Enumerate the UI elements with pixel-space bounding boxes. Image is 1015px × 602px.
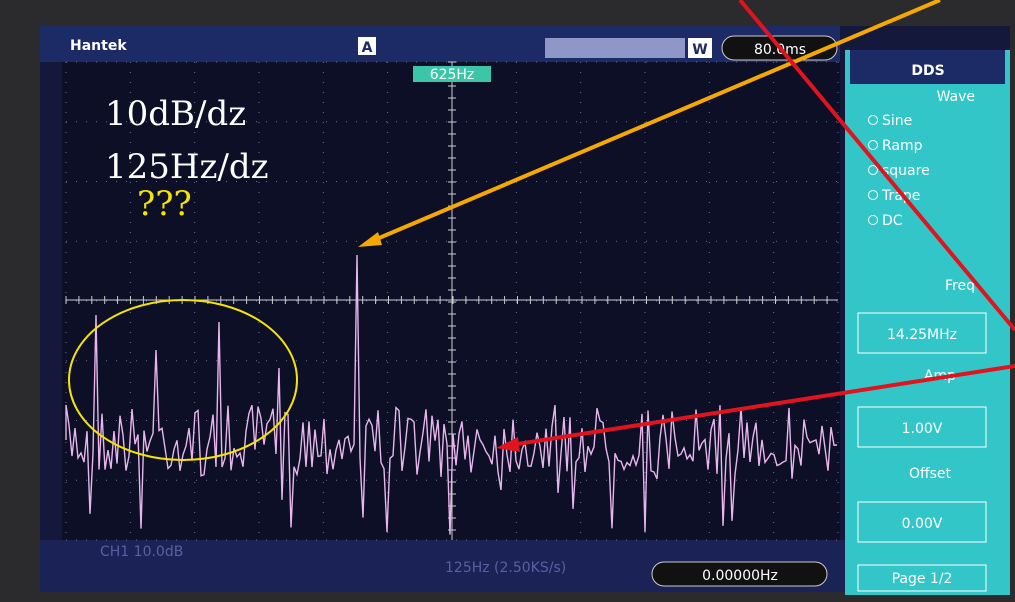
window: W bbox=[692, 42, 707, 58]
span-info: 125Hz (2.50KS/s) bbox=[445, 560, 566, 576]
freq-value: 14.25MHz bbox=[887, 327, 957, 343]
offset-label: Offset bbox=[909, 466, 952, 482]
page: Hantek A 625Hz W 80.0ms DDS Wave SineRam… bbox=[0, 0, 1015, 602]
panel-title: DDS bbox=[911, 63, 944, 79]
offset-value: 0.00V bbox=[902, 516, 943, 532]
wave-option: Sine bbox=[882, 113, 912, 129]
oscilloscope-photo: Hantek A 625Hz W 80.0ms DDS Wave SineRam… bbox=[0, 0, 1015, 602]
marker: 625Hz bbox=[430, 67, 475, 83]
brand: Hantek bbox=[70, 38, 127, 54]
page-indicator: Page 1/2 bbox=[892, 571, 953, 587]
window-bar bbox=[545, 38, 685, 58]
annotation-span: 125Hz/dz bbox=[105, 147, 269, 187]
wave-option: DC bbox=[882, 213, 903, 229]
readout: 0.00000Hz bbox=[702, 568, 778, 584]
annotation-question: ??? bbox=[137, 184, 192, 224]
freq-label: Freq bbox=[945, 278, 975, 294]
annotation-scale: 10dB/dz bbox=[105, 94, 246, 134]
channel-info: CH1 10.0dB bbox=[100, 544, 183, 560]
amp-value: 1.00V bbox=[902, 421, 943, 437]
trigger: A bbox=[362, 40, 373, 56]
wave-label: Wave bbox=[937, 89, 975, 105]
wave-option: Ramp bbox=[882, 138, 923, 154]
top-bar bbox=[40, 26, 840, 62]
